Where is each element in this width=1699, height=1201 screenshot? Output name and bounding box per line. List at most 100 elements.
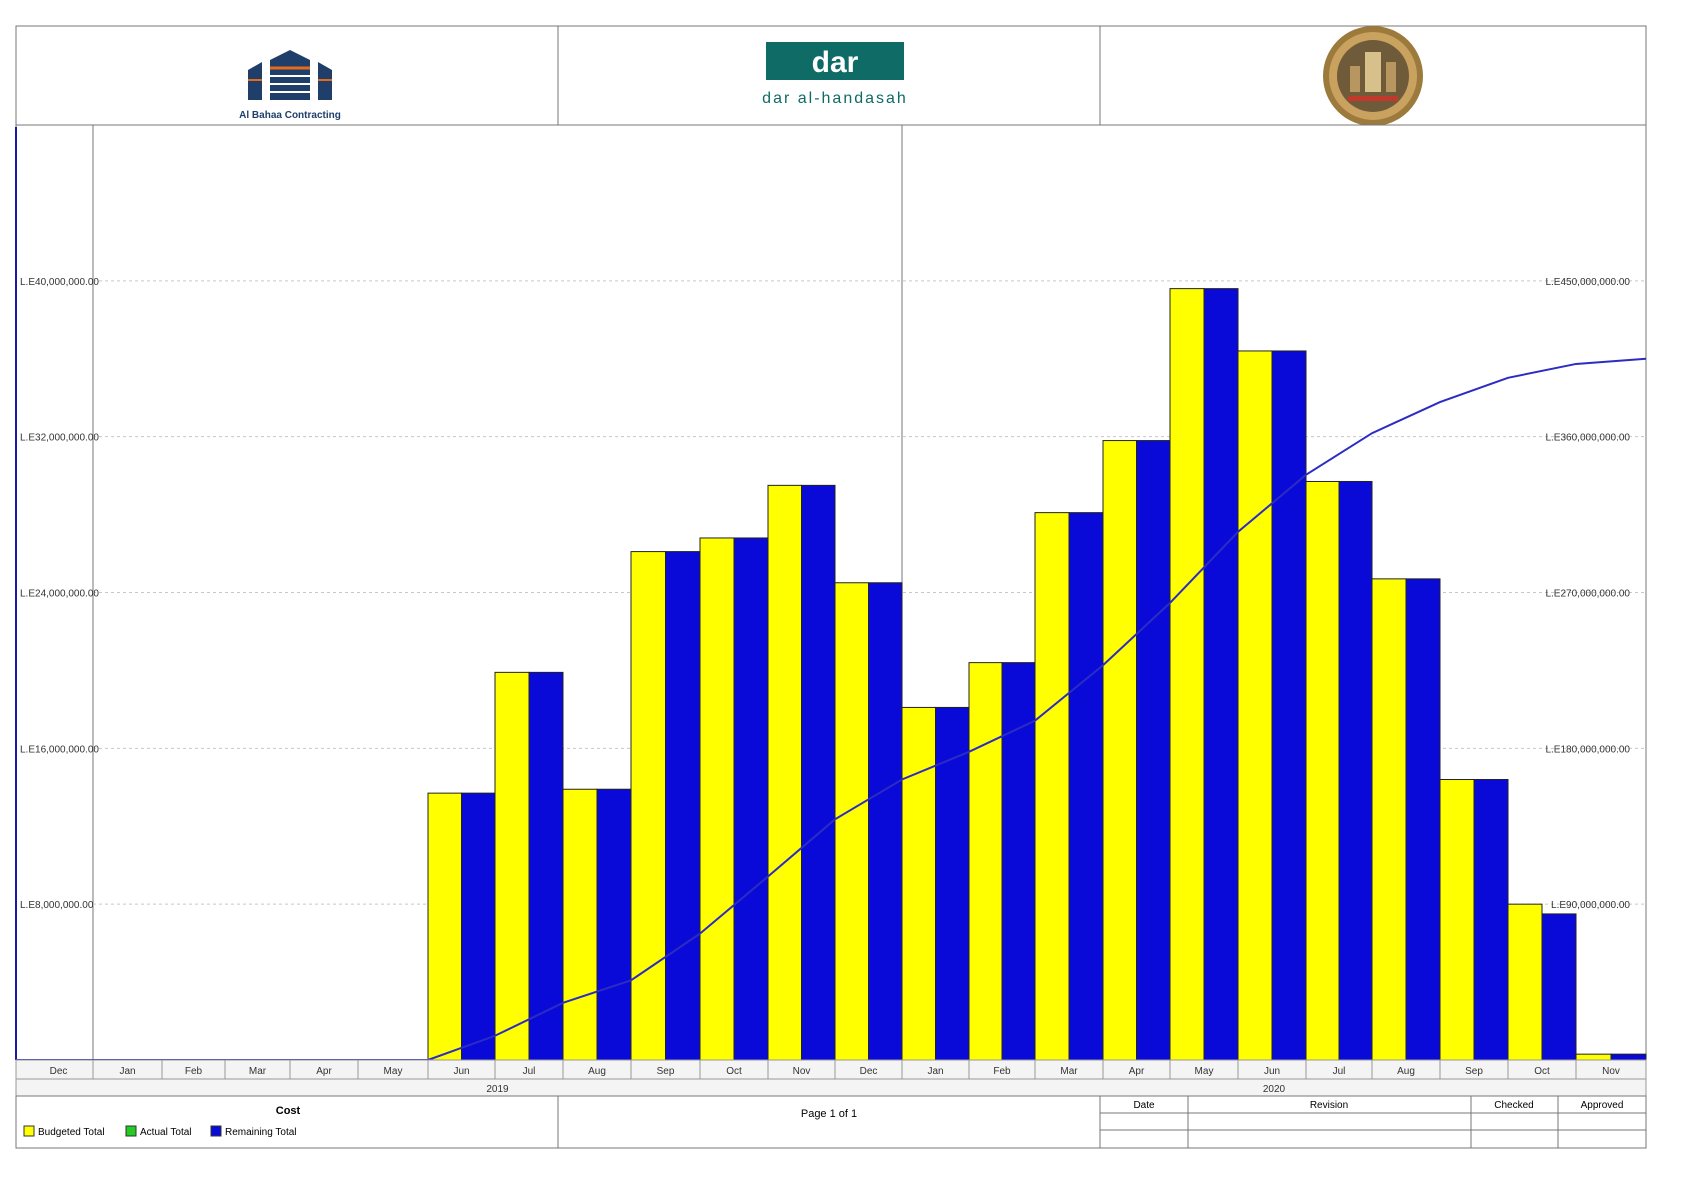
legend-label-budgeted: Budgeted Total xyxy=(38,1127,105,1138)
budgeted-bar xyxy=(1237,350,1273,1061)
budgeted-bar xyxy=(767,484,802,1061)
header: Al Bahaa Contracting dar dar al-handasah xyxy=(15,25,1647,126)
month-label: Sep xyxy=(1465,1066,1483,1077)
remaining-bar xyxy=(935,706,970,1061)
legend-label-actual: Actual Total xyxy=(140,1127,192,1138)
remaining-bar xyxy=(801,484,836,1061)
right-axis-tick-label: L.E180,000,000.00 xyxy=(1545,744,1630,755)
legend-title: Cost xyxy=(276,1105,301,1117)
month-labels: Dec Jan Feb Mar Apr May Jun Jul Aug Sep Oct Nov Dec J… xyxy=(50,1060,1647,1079)
dar-logo-mark-icon xyxy=(766,42,904,80)
month-label: Oct xyxy=(726,1066,742,1077)
budgeted-bar xyxy=(1507,903,1543,1061)
right-axis-ticks: L.E90,000,000.00 L.E180,000,000.00 L.E270,… xyxy=(1545,277,1630,911)
left-axis-tick-label: L.E16,000,000.00 xyxy=(20,744,99,755)
footer: Cost Budgeted Total Actual Total Remaini… xyxy=(15,1095,1647,1149)
al-bahaa-logo: Al Bahaa Contracting xyxy=(239,50,341,121)
left-axis-tick-label: L.E24,000,000.00 xyxy=(20,589,99,600)
remaining-bar xyxy=(1136,440,1171,1061)
budgeted-bar xyxy=(834,582,869,1061)
month-label: Mar xyxy=(249,1066,267,1077)
table-header-date: Date xyxy=(1133,1100,1155,1111)
page-label: Page 1 of 1 xyxy=(801,1108,857,1120)
legend-swatch-remaining xyxy=(210,1125,222,1137)
right-axis-tick-label: L.E90,000,000.00 xyxy=(1551,900,1630,911)
budgeted-bar xyxy=(699,537,735,1061)
remaining-bar xyxy=(1541,913,1577,1061)
remaining-bar xyxy=(1271,350,1307,1061)
right-axis-tick-label: L.E450,000,000.00 xyxy=(1545,277,1630,288)
budgeted-bar xyxy=(1305,480,1340,1061)
budgeted-bar xyxy=(1034,512,1070,1061)
bars xyxy=(427,288,1647,1061)
budgeted-bar xyxy=(494,671,530,1061)
remaining-bar xyxy=(1405,578,1441,1061)
month-label: Jul xyxy=(523,1066,536,1077)
left-axis-tick-label: L.E8,000,000.00 xyxy=(20,900,94,911)
building-icon xyxy=(248,50,332,100)
remaining-bar xyxy=(1203,288,1239,1061)
left-axis-tick-label: L.E32,000,000.00 xyxy=(20,433,99,444)
budgeted-bar xyxy=(427,792,462,1061)
budgeted-bar xyxy=(1439,779,1475,1061)
month-label: Apr xyxy=(316,1066,332,1077)
year-label: 2020 xyxy=(1263,1084,1286,1095)
dar-al-handasah-logo: dar dar al-handasah xyxy=(762,42,908,107)
remaining-bar xyxy=(665,551,701,1061)
chart-area: L.E8,000,000.00 L.E16,000,000.00 L.E24,000… xyxy=(15,124,1647,1097)
month-label: May xyxy=(384,1066,403,1077)
seal-emblem-icon xyxy=(1323,26,1423,126)
year-label: 2019 xyxy=(486,1084,509,1095)
legend-swatch-budgeted xyxy=(23,1125,35,1137)
legend-label-remaining: Remaining Total xyxy=(225,1127,297,1138)
footer-frame xyxy=(15,1095,1647,1149)
al-bahaa-logo-text: Al Bahaa Contracting xyxy=(239,110,341,121)
month-label: Aug xyxy=(588,1066,606,1077)
month-label: Dec xyxy=(50,1066,68,1077)
month-label: Oct xyxy=(1534,1066,1550,1077)
remaining-bar xyxy=(461,792,496,1061)
month-label: May xyxy=(1195,1066,1214,1077)
budgeted-bar xyxy=(1575,1053,1612,1061)
revision-table: Date Revision Checked Approved xyxy=(1100,1096,1646,1148)
month-label: Nov xyxy=(1602,1066,1620,1077)
month-label: Aug xyxy=(1397,1066,1415,1077)
budgeted-bar xyxy=(1169,288,1205,1061)
right-axis-tick-label: L.E270,000,000.00 xyxy=(1545,589,1630,600)
month-label: Jul xyxy=(1333,1066,1346,1077)
left-axis-tick-label: L.E40,000,000.00 xyxy=(20,277,99,288)
remaining-bar xyxy=(868,582,903,1061)
legend-swatch-actual xyxy=(125,1125,137,1137)
month-label: Jan xyxy=(927,1066,943,1077)
budgeted-bar xyxy=(1371,578,1407,1061)
year-band xyxy=(15,1078,1647,1097)
remaining-bar xyxy=(1068,512,1104,1061)
remaining-bar xyxy=(528,671,564,1061)
month-label: Feb xyxy=(993,1066,1011,1077)
month-label: Apr xyxy=(1129,1066,1145,1077)
left-axis-ticks: L.E8,000,000.00 L.E16,000,000.00 L.E24,000… xyxy=(20,277,99,911)
month-label: Jun xyxy=(453,1066,469,1077)
remaining-bar xyxy=(596,788,632,1061)
table-header-checked: Checked xyxy=(1494,1100,1533,1111)
remaining-bar xyxy=(1610,1053,1647,1061)
right-axis-tick-label: L.E360,000,000.00 xyxy=(1545,433,1630,444)
remaining-bar xyxy=(1338,480,1373,1061)
dar-logo-mark-text: dar xyxy=(812,46,859,79)
year-labels: 2019 2020 xyxy=(486,1084,1285,1095)
table-header-revision: Revision xyxy=(1310,1100,1348,1111)
budgeted-bar xyxy=(562,788,598,1061)
month-label: Feb xyxy=(185,1066,203,1077)
month-label: Jun xyxy=(1264,1066,1280,1077)
dar-logo-text: dar al-handasah xyxy=(762,90,908,107)
remaining-bar xyxy=(1473,779,1509,1061)
budgeted-bar xyxy=(1102,440,1137,1061)
budgeted-bar xyxy=(630,551,666,1061)
month-label: Sep xyxy=(657,1066,675,1077)
budgeted-bar xyxy=(901,706,936,1061)
legend: Budgeted Total Actual Total Remaining To… xyxy=(23,1125,297,1138)
month-label: Jan xyxy=(119,1066,135,1077)
remaining-bar xyxy=(733,537,769,1061)
budgeted-bar xyxy=(968,662,1003,1061)
